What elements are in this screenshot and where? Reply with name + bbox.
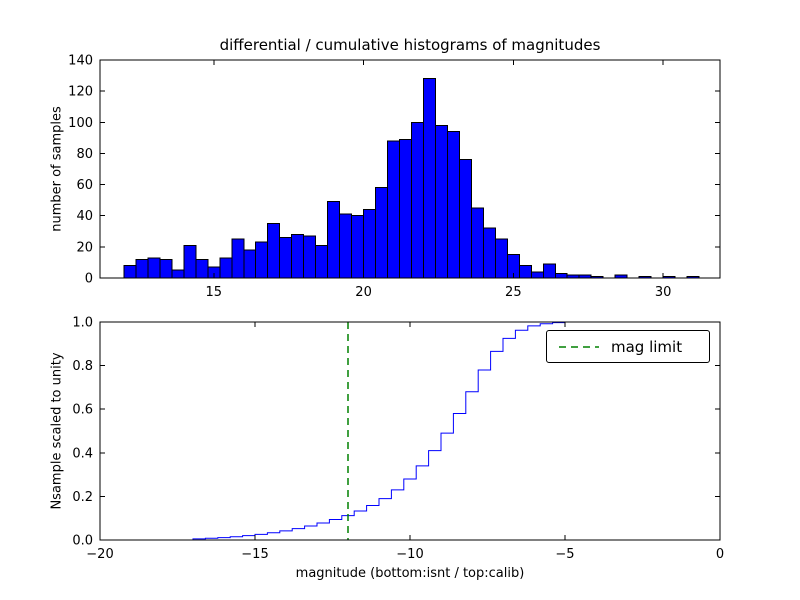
svg-text:120: 120 bbox=[68, 85, 93, 100]
svg-text:60: 60 bbox=[76, 178, 93, 193]
bottom-ylabel: Nsample scaled to unity bbox=[49, 352, 65, 510]
svg-text:80: 80 bbox=[76, 147, 93, 162]
legend: mag limit bbox=[546, 330, 710, 363]
svg-text:1.0: 1.0 bbox=[72, 316, 93, 331]
legend-label: mag limit bbox=[611, 337, 683, 356]
bottom-xlabel: magnitude (bottom:isnt / top:calib) bbox=[295, 566, 525, 581]
top-ylabel: number of samples bbox=[49, 106, 65, 232]
svg-text:140: 140 bbox=[68, 54, 93, 69]
svg-text:0.0: 0.0 bbox=[72, 534, 93, 549]
chart-title: differential / cumulative histograms of … bbox=[219, 36, 601, 54]
svg-text:−20: −20 bbox=[86, 547, 113, 562]
svg-text:20: 20 bbox=[355, 285, 372, 300]
svg-text:20: 20 bbox=[76, 240, 93, 255]
svg-text:−5: −5 bbox=[555, 547, 574, 562]
svg-text:15: 15 bbox=[206, 285, 223, 300]
svg-text:0: 0 bbox=[716, 547, 724, 562]
svg-text:0: 0 bbox=[85, 272, 93, 287]
svg-text:0.6: 0.6 bbox=[72, 403, 93, 418]
svg-text:100: 100 bbox=[68, 116, 93, 131]
legend-dash-icon bbox=[559, 345, 599, 348]
svg-text:0.2: 0.2 bbox=[72, 490, 93, 505]
svg-text:25: 25 bbox=[505, 285, 522, 300]
svg-text:0.4: 0.4 bbox=[72, 446, 93, 461]
svg-text:−10: −10 bbox=[396, 547, 423, 562]
svg-text:30: 30 bbox=[655, 285, 672, 300]
svg-text:40: 40 bbox=[76, 209, 93, 224]
svg-text:0.8: 0.8 bbox=[72, 359, 93, 374]
svg-text:−15: −15 bbox=[241, 547, 268, 562]
